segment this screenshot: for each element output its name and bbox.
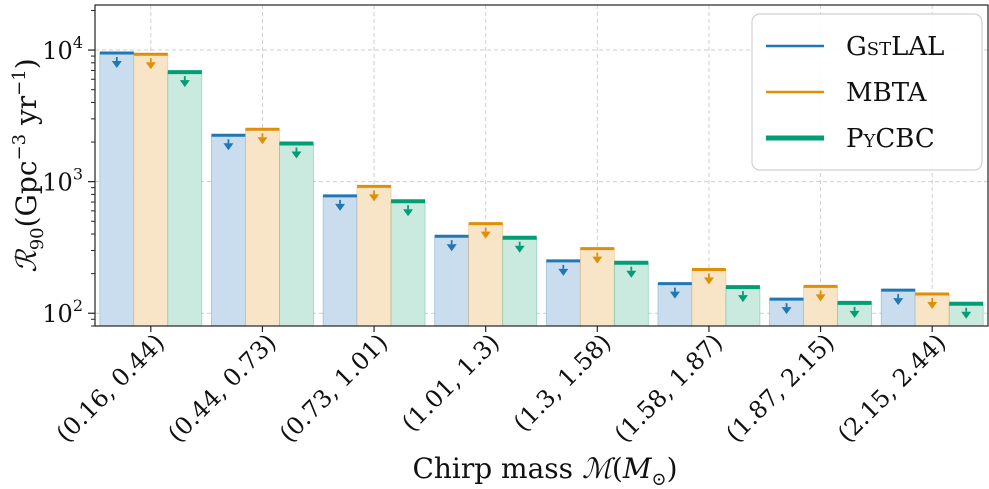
legend-box bbox=[751, 13, 983, 171]
x-tick-label: (1.3, 1.58) bbox=[508, 328, 617, 437]
legend-label: GstLAL bbox=[846, 32, 944, 62]
upper-limit-arrow-head bbox=[335, 203, 346, 211]
x-axis-label: Chirp mass ℳ(M⊙) bbox=[412, 452, 677, 489]
y-axis-title: ℛ90(Gpc−3 yr−1) bbox=[9, 58, 48, 272]
x-tick-label: (1.87, 2.15) bbox=[720, 328, 839, 447]
upper-limit-arrow-head bbox=[815, 294, 826, 302]
bar bbox=[99, 52, 135, 327]
upper-limit-arrow-head bbox=[703, 277, 714, 285]
x-tick-label: (0.44, 0.73) bbox=[162, 328, 281, 447]
y-tick-label: 103 bbox=[42, 165, 83, 197]
plot-frame bbox=[94, 4, 989, 327]
bar bbox=[468, 223, 504, 327]
x-tick-label: (0.73, 1.01) bbox=[274, 328, 393, 447]
y-axis-label: ℛ90(Gpc−3 yr−1) bbox=[9, 58, 48, 272]
x-tick-label: (1.01, 1.3) bbox=[396, 328, 505, 437]
upper-limit-arrow-head bbox=[369, 194, 380, 202]
bar bbox=[356, 186, 392, 327]
legend-label: MBTA bbox=[846, 78, 928, 108]
y-tick-label: 102 bbox=[42, 296, 83, 328]
upper-limit-arrow-head bbox=[446, 244, 457, 252]
bar bbox=[390, 200, 426, 327]
upper-limit-arrow-head bbox=[737, 295, 748, 303]
bars bbox=[99, 51, 984, 327]
upper-limit-arrow-head bbox=[514, 245, 525, 253]
bar bbox=[211, 134, 246, 327]
bar bbox=[167, 71, 203, 327]
upper-limit-arrow-head bbox=[961, 311, 972, 319]
upper-limit-arrow-head bbox=[291, 151, 302, 159]
bar bbox=[245, 128, 280, 327]
upper-limit-arrow-head bbox=[179, 80, 190, 88]
bar bbox=[133, 53, 169, 327]
upper-limit-arrow-head bbox=[927, 302, 938, 310]
x-axis-title: Chirp mass ℳ(M⊙) bbox=[412, 452, 677, 489]
y-axis-ticks: 102 103 104 bbox=[42, 9, 95, 328]
upper-limit-arrow-head bbox=[223, 143, 234, 151]
upper-limit-arrow-head bbox=[849, 310, 860, 318]
x-tick-label: (1.58, 1.87) bbox=[609, 328, 728, 447]
upper-limit-arrow-head bbox=[558, 268, 569, 276]
upper-limit-arrow-head bbox=[480, 231, 491, 239]
upper-limit-arrow-head bbox=[781, 307, 792, 315]
x-axis-ticks: (0.16, 0.44)(0.44, 0.73)(0.73, 1.01) (1.0… bbox=[51, 326, 951, 448]
upper-limit-arrow-head bbox=[403, 209, 414, 217]
upper-limit-arrow-head bbox=[626, 270, 637, 278]
upper-limit-arrow-head bbox=[893, 298, 904, 306]
bar bbox=[279, 143, 314, 327]
legend-label: PyCBC bbox=[846, 124, 935, 154]
y-tick-label: 104 bbox=[42, 33, 83, 65]
upper-limit-arrow-head bbox=[111, 60, 122, 68]
upper-limit-arrow-head bbox=[257, 137, 268, 145]
upper-limit-arrow-head bbox=[592, 256, 603, 264]
x-tick-label: (2.15, 2.44) bbox=[832, 328, 951, 447]
x-tick-label: (0.16, 0.44) bbox=[51, 328, 170, 447]
legend: GstLAL MBTA PyCBC bbox=[751, 13, 983, 171]
upper-limit-arrow-head bbox=[669, 291, 680, 299]
upper-limit-arrow-head bbox=[145, 62, 156, 70]
bar bbox=[322, 195, 358, 327]
